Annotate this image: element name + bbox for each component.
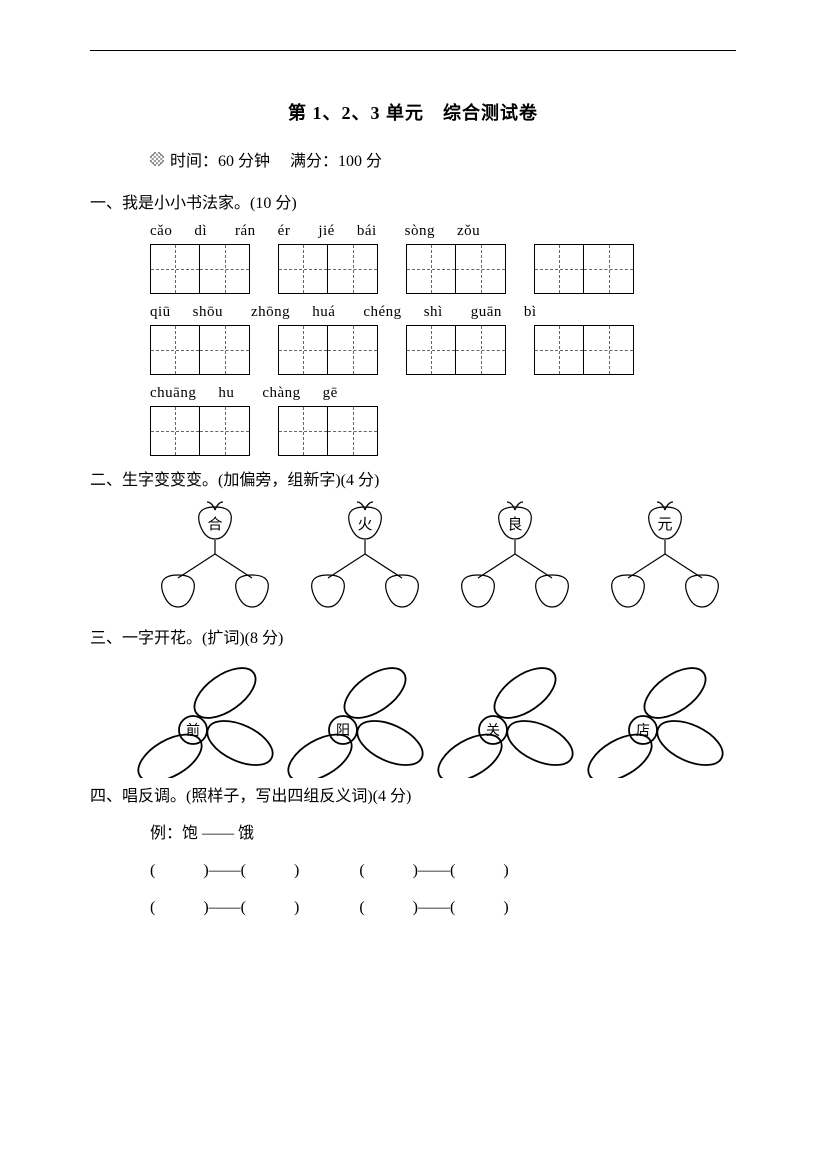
tianzi-box <box>456 244 506 294</box>
antonym-blank: ( )——( ) <box>150 853 299 890</box>
pinyin: dì <box>194 223 207 240</box>
tianzi-box <box>328 244 378 294</box>
dotgrid-icon <box>150 152 164 166</box>
tianzi-box <box>200 325 250 375</box>
meta-row: 时间：60 分钟 满分：100 分 <box>150 147 736 171</box>
fan-diagram: 前 <box>130 658 280 778</box>
tianzi-row <box>150 244 736 294</box>
apple-tree: 火 <box>290 500 440 620</box>
tianzi-box <box>200 244 250 294</box>
fan-diagram: 阳 <box>280 658 430 778</box>
antonym-blank: ( )——( ) <box>359 853 508 890</box>
apple-char: 火 <box>357 517 372 533</box>
pinyin: shōu <box>193 304 223 321</box>
meta-score: 满分：100 分 <box>290 147 382 171</box>
q3-head: 三、一字开花。(扩词)(8 分) <box>90 624 736 648</box>
fan-char: 关 <box>486 723 500 739</box>
pinyin: shì <box>424 304 443 321</box>
q2-head: 二、生字变变变。(加偏旁，组新字)(4 分) <box>90 466 736 490</box>
tianzi-box <box>278 325 328 375</box>
tianzi-box <box>534 244 584 294</box>
tianzi-box <box>534 325 584 375</box>
pinyin: guān <box>471 304 502 321</box>
pinyin: gē <box>323 385 338 402</box>
tianzi-box <box>200 406 250 456</box>
tianzi-box <box>278 244 328 294</box>
pinyin: zǒu <box>457 223 480 240</box>
apple-char: 良 <box>507 516 522 533</box>
pinyin: bái <box>357 223 377 240</box>
tianzi-box <box>584 325 634 375</box>
tianzi-row <box>150 325 736 375</box>
fan-char: 前 <box>186 722 200 739</box>
tianzi-box <box>150 406 200 456</box>
apple-tree: 良 <box>440 500 590 620</box>
apple-row: 合 火 <box>140 500 706 620</box>
pinyin: chàng <box>262 385 300 402</box>
tianzi-row <box>150 406 736 456</box>
q4-example: 例：饱 —— 饿 <box>150 816 736 853</box>
pinyin-row: cǎo dì rán ér jié bái sòng zǒu <box>150 223 736 240</box>
tianzi-box <box>406 325 456 375</box>
apple-tree: 元 <box>590 500 740 620</box>
tianzi-box <box>328 325 378 375</box>
pinyin: huá <box>312 304 335 321</box>
pinyin: cǎo <box>150 223 172 240</box>
antonym-blank: ( )——( ) <box>359 890 508 927</box>
meta-time: 时间：60 分钟 <box>170 147 270 171</box>
pinyin: chéng <box>363 304 401 321</box>
tianzi-box <box>456 325 506 375</box>
q4-head: 四、唱反调。(照样子，写出四组反义词)(4 分) <box>90 782 736 806</box>
q4-body: 例：饱 —— 饿 ( )——( ) ( )——( ) ( )——( ) ( )—… <box>150 816 736 926</box>
tianzi-box <box>406 244 456 294</box>
pinyin: rán <box>235 223 256 240</box>
apple-char: 合 <box>207 516 222 533</box>
pinyin-row: qiū shōu zhōng huá chéng shì guān bì <box>150 304 736 321</box>
pinyin: jié <box>318 223 335 240</box>
fan-diagram: 店 <box>580 658 730 778</box>
tianzi-box <box>150 325 200 375</box>
pinyin: qiū <box>150 304 171 321</box>
fan-diagram: 关 <box>430 658 580 778</box>
pinyin: chuāng <box>150 385 196 402</box>
pinyin: sòng <box>405 223 435 240</box>
pinyin-row: chuāng hu chàng gē <box>150 385 736 402</box>
q1-head: 一、我是小小书法家。(10 分) <box>90 189 736 213</box>
pinyin: bì <box>524 304 537 321</box>
page-title: 第 1、2、3 单元 综合测试卷 <box>90 99 736 125</box>
tianzi-box <box>584 244 634 294</box>
pinyin: zhōng <box>251 304 290 321</box>
top-rule <box>90 50 736 51</box>
fan-row: 前 阳 关 <box>130 658 706 778</box>
apple-char: 元 <box>657 517 672 533</box>
apple-tree: 合 <box>140 500 290 620</box>
worksheet-page: 第 1、2、3 单元 综合测试卷 时间：60 分钟 满分：100 分 一、我是小… <box>0 0 826 1169</box>
fan-char: 阳 <box>336 723 350 739</box>
tianzi-box <box>328 406 378 456</box>
fan-char: 店 <box>636 723 650 739</box>
pinyin: hu <box>218 385 234 402</box>
tianzi-box <box>278 406 328 456</box>
antonym-blank: ( )——( ) <box>150 890 299 927</box>
tianzi-box <box>150 244 200 294</box>
pinyin: ér <box>278 223 291 240</box>
